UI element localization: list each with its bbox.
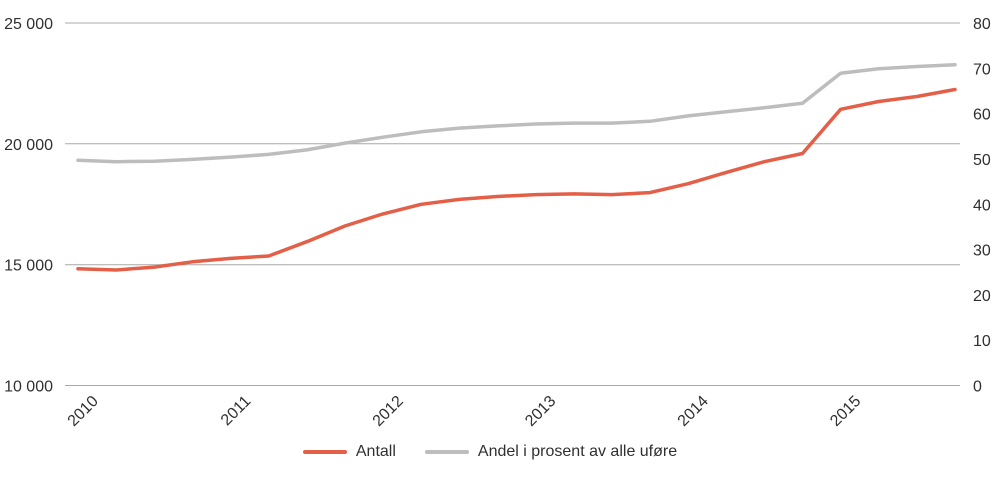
right-axis-tick-label: 70 bbox=[973, 61, 991, 78]
left-axis-tick-label: 10 000 bbox=[4, 379, 53, 396]
right-axis-tick-label: 50 bbox=[973, 152, 991, 169]
andel-series-swatch bbox=[424, 450, 469, 454]
legend-item-antall: Antall bbox=[302, 443, 396, 461]
x-axis-year-label: 2011 bbox=[218, 393, 254, 429]
andel-line bbox=[76, 62, 957, 164]
antall-line bbox=[76, 87, 957, 272]
legend-item-andel: Andel i prosent av alle uføre bbox=[424, 443, 678, 461]
antall-series-swatch bbox=[302, 450, 347, 454]
gridlines bbox=[65, 22, 960, 386]
right-axis-tick-label: 40 bbox=[973, 197, 991, 214]
x-axis-year-label: 2015 bbox=[827, 393, 864, 430]
left-axis-tick-label: 15 000 bbox=[4, 258, 53, 275]
right-axis-labels: 0 10 20 30 40 50 60 70 80 bbox=[973, 16, 991, 396]
right-axis-tick-label: 10 bbox=[973, 333, 991, 350]
x-axis-year-label: 2014 bbox=[675, 393, 712, 430]
x-axis-year-label: 2013 bbox=[522, 393, 559, 430]
left-axis-labels: 10 000 15 000 20 000 25 000 bbox=[4, 16, 53, 396]
right-axis-tick-label: 0 bbox=[973, 379, 982, 396]
right-axis-tick-label: 30 bbox=[973, 243, 991, 260]
chart-legend: Antall Andel i prosent av alle uføre bbox=[0, 443, 990, 461]
left-axis-tick-label: 25 000 bbox=[4, 16, 53, 33]
antall-series-label: Antall bbox=[355, 443, 396, 460]
right-axis-tick-label: 20 bbox=[973, 288, 991, 305]
x-axis-year-label: 2012 bbox=[370, 393, 407, 430]
left-axis-tick-label: 20 000 bbox=[4, 137, 53, 154]
right-axis-tick-label: 60 bbox=[973, 107, 991, 124]
andel-series-label: Andel i prosent av alle uføre bbox=[477, 443, 678, 460]
x-axis-labels: 2010 2011 2012 2013 2014 2015 bbox=[65, 393, 865, 430]
line-chart-svg: 10 000 15 000 20 000 25 000 0 10 20 30 40 50 60 70 8… bbox=[4, 16, 991, 430]
x-axis-year-label: 2010 bbox=[65, 393, 102, 430]
right-axis-tick-label: 80 bbox=[973, 16, 991, 33]
